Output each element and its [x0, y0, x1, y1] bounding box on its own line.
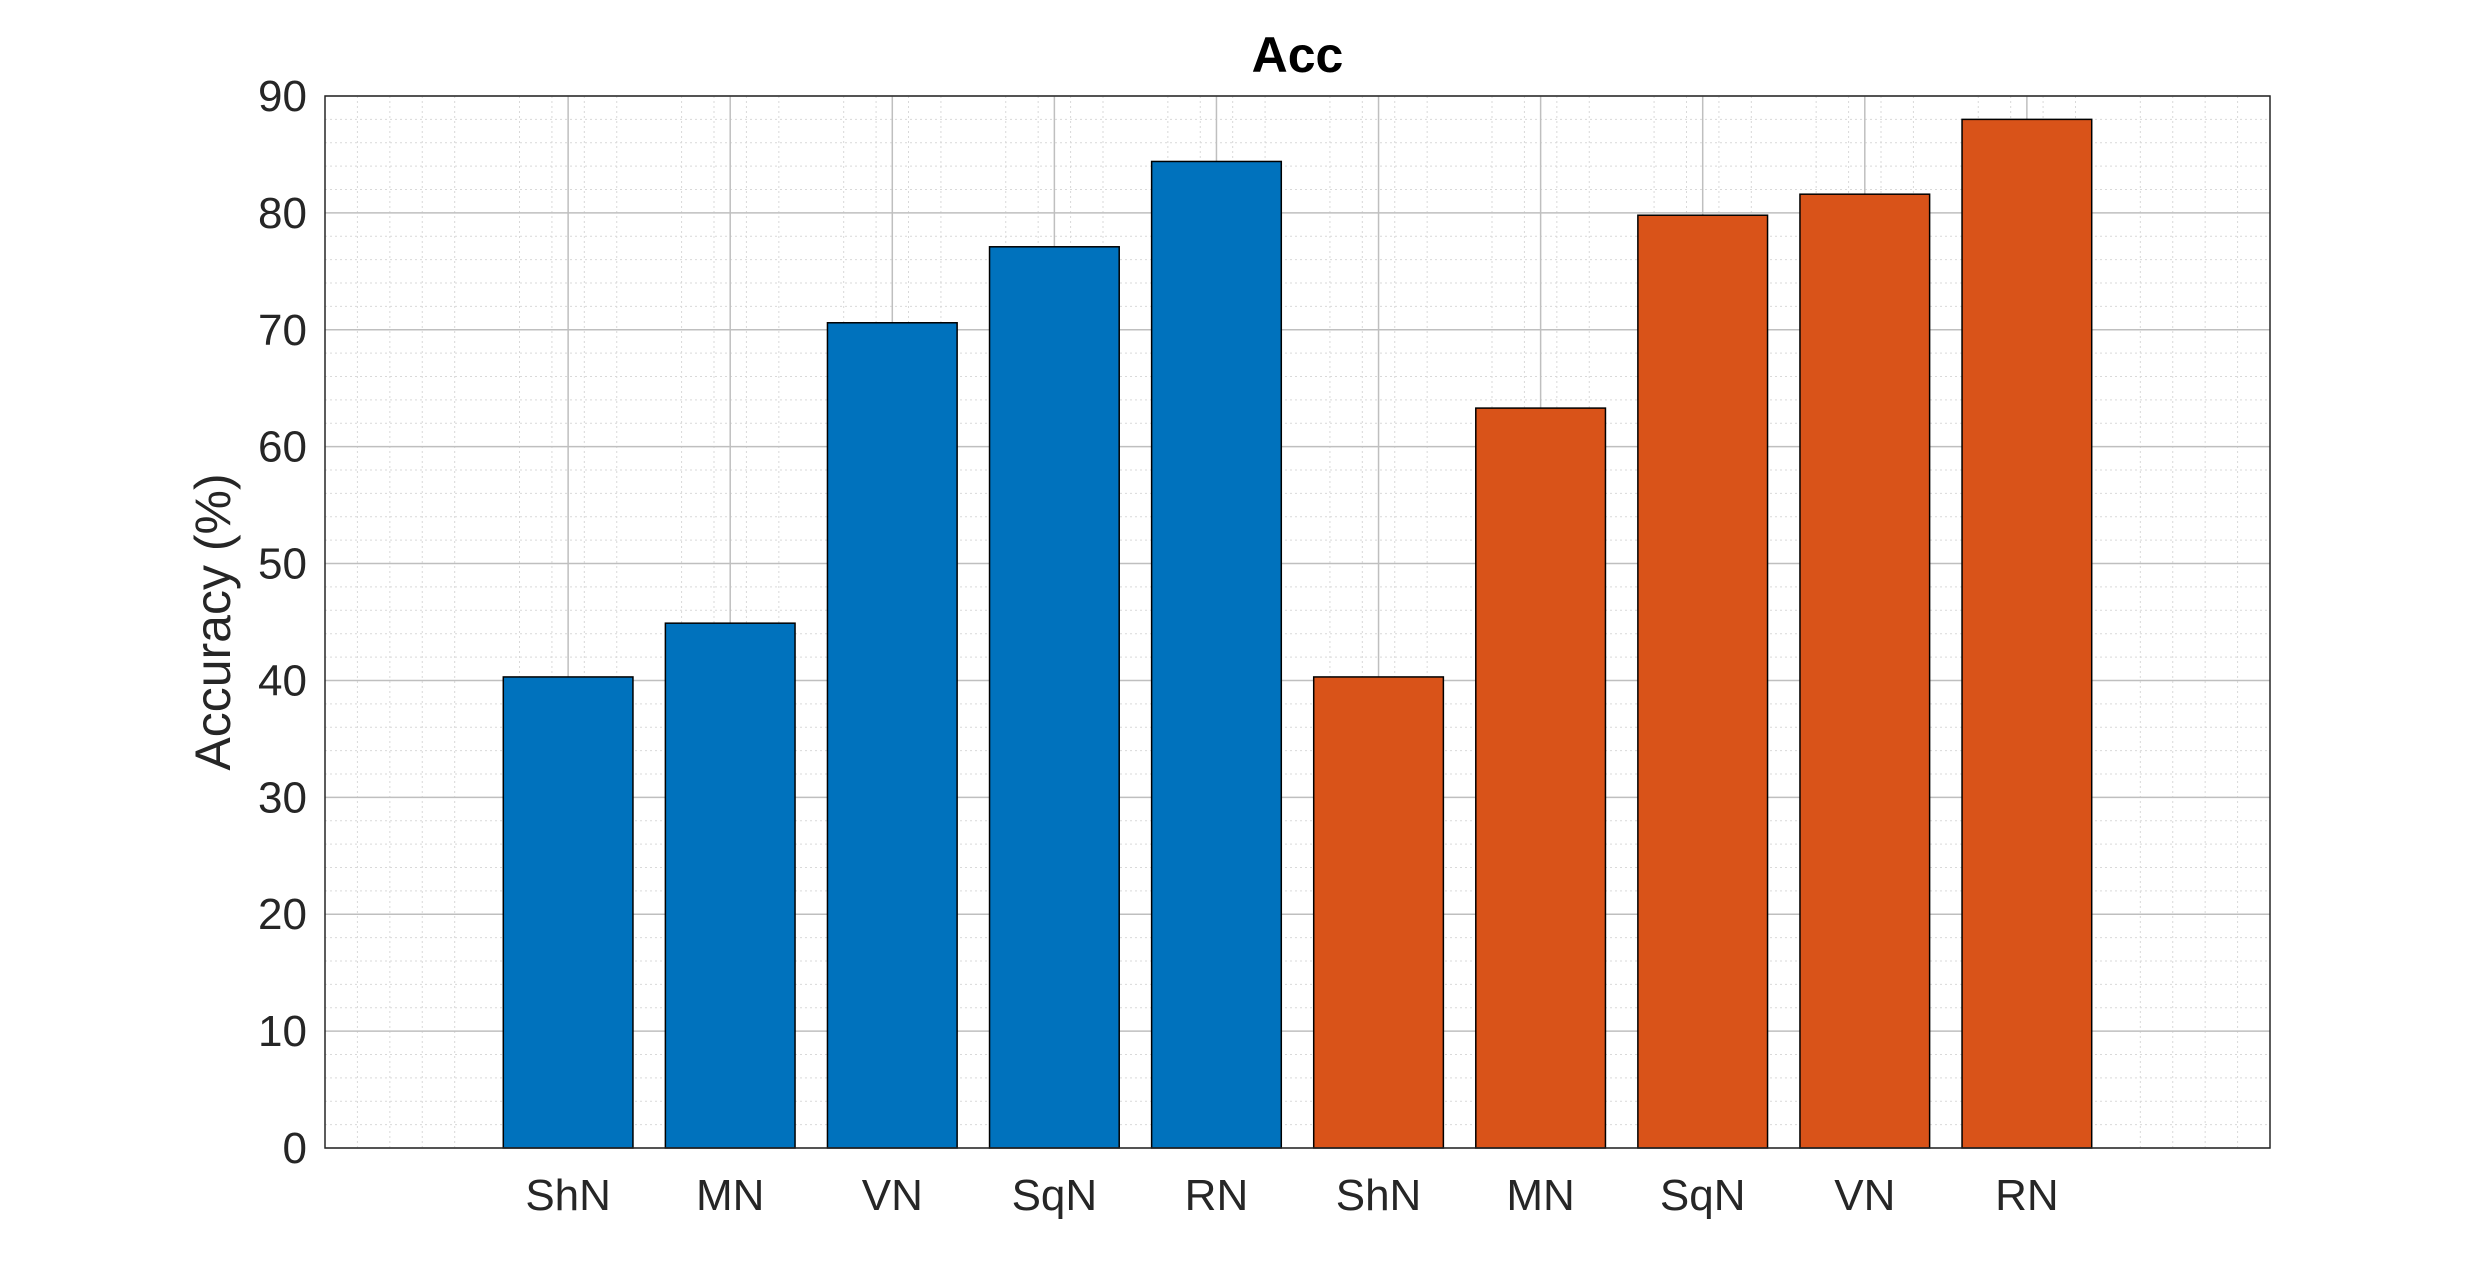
chart-title: Acc — [1252, 27, 1344, 83]
bar-vn-3 — [826, 322, 958, 1149]
x-tick-label: RN — [1995, 1171, 2059, 1220]
y-tick-label: 10 — [258, 1007, 307, 1056]
x-tick-label: VN — [1834, 1171, 1895, 1220]
y-tick-labels: 0 10 20 30 40 50 60 70 80 90 — [258, 72, 307, 1173]
x-tick-label: RN — [1185, 1171, 1249, 1220]
bars — [502, 118, 2093, 1149]
x-tick-label: ShN — [525, 1171, 611, 1220]
x-tick-labels: ShN MN VN SqN RN ShN MN SqN VN RN — [525, 1171, 2058, 1220]
bar-shn-1 — [502, 676, 634, 1149]
x-tick-label: VN — [862, 1171, 923, 1220]
y-tick-label: 60 — [258, 423, 307, 472]
x-tick-label: ShN — [1336, 1171, 1422, 1220]
x-tick-label: MN — [696, 1171, 764, 1220]
x-tick-label: MN — [1506, 1171, 1574, 1220]
bar-sqn-4 — [988, 246, 1120, 1149]
y-tick-label: 50 — [258, 540, 307, 589]
plot-frame — [324, 95, 2271, 1149]
bar-vn-9 — [1799, 193, 1931, 1149]
y-tick-label: 30 — [258, 773, 307, 822]
y-tick-label: 40 — [258, 656, 307, 705]
bar-mn-7 — [1475, 407, 1607, 1149]
y-tick-label: 70 — [258, 306, 307, 355]
x-tick-label: SqN — [1012, 1171, 1098, 1220]
y-tick-label: 90 — [258, 72, 307, 121]
y-axis-label: Accuracy (%) — [185, 473, 241, 770]
bar-mn-2 — [664, 622, 796, 1149]
bar-shn-6 — [1312, 676, 1445, 1149]
x-tick-label: SqN — [1660, 1171, 1746, 1220]
y-tick-label: 20 — [258, 890, 307, 939]
y-tick-label: 80 — [258, 189, 307, 238]
bar-sqn-8 — [1637, 214, 1769, 1149]
bar-rn-10 — [1961, 118, 2093, 1149]
bar-rn-5 — [1150, 160, 1283, 1149]
y-tick-label: 0 — [283, 1124, 307, 1173]
